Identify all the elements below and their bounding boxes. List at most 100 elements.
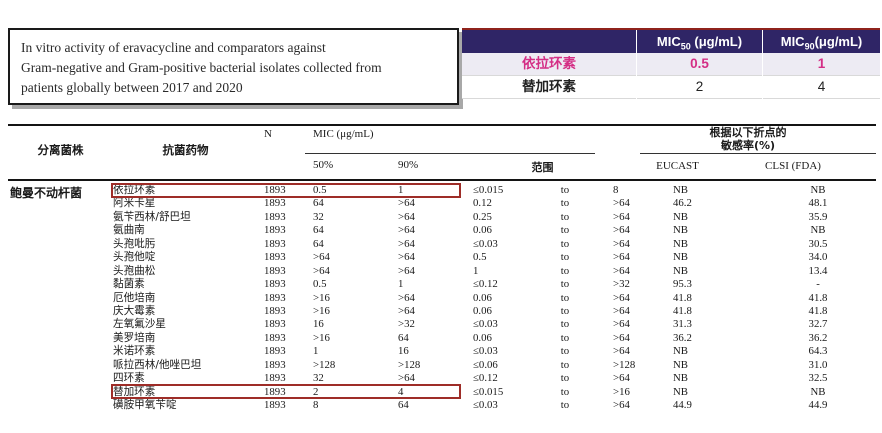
eucast-value: NB (673, 251, 688, 264)
summary-header-empty-cell (462, 30, 636, 53)
mic90-value: >64 (398, 237, 415, 250)
isolate-column-header: 分离菌株 (37, 143, 84, 157)
title-line-1: In vitro activity of eravacycline and co… (21, 40, 326, 55)
range-low-value: 0.06 (473, 331, 492, 344)
range-to: to (560, 251, 570, 264)
clsi-value: 32.5 (808, 372, 828, 385)
mic50-value: 1 (313, 345, 319, 358)
drug-name: 美罗培南 (113, 331, 156, 344)
range-to: to (560, 197, 570, 210)
range-low-value: 0.06 (473, 304, 492, 317)
n-value: 1893 (264, 318, 286, 331)
mic90-value: >64 (398, 251, 415, 264)
mic50-value: >16 (313, 291, 330, 304)
drug-name: 头孢曲松 (113, 264, 156, 277)
range-low-value: 1 (473, 264, 479, 277)
range-to: to (560, 399, 570, 411)
mic50-value: 64 (313, 224, 324, 237)
drug-name: 氨苄西林/舒巴坦 (113, 210, 191, 223)
mic90-value: 16 (398, 345, 409, 358)
mic90-value: >64 (398, 197, 415, 210)
eucast-value: NB (673, 358, 688, 371)
mic90-value: >64 (398, 224, 415, 237)
n-value: 1893 (264, 278, 286, 291)
range-high-value: >64 (613, 399, 630, 411)
range-high-value: >128 (613, 358, 636, 371)
range-to: to (560, 304, 570, 317)
table-row: 头孢吡肟 1893 64 >64 ≤0.03 to >64 NB 30.5 (8, 238, 876, 251)
mic50-subheader: 50% (313, 159, 334, 171)
mic50-value: 8 (313, 399, 319, 411)
drug-name: 替加环素 (462, 76, 636, 99)
clsi-value: NB (810, 224, 826, 237)
table-row: 厄他培南 1893 >16 >64 0.06 to >64 41.8 41.8 (8, 292, 876, 305)
summary-table: MIC50 (μg/mL) MIC90(μg/mL) 依拉环素 0.5 1 替加… (462, 28, 880, 99)
summary-row-tigecycline: 替加环素 2 4 (462, 76, 880, 99)
range-low-value: ≤0.03 (473, 345, 498, 358)
group-spacer (8, 305, 113, 318)
range-to: to (560, 237, 570, 250)
eucast-value: NB (673, 184, 688, 196)
mic-table-body: 鲍曼不动杆菌 依拉环素 1893 0.5 1 ≤0.015 to 8 NB NB… (8, 181, 876, 412)
group-spacer (8, 265, 113, 278)
drug-name: 依拉环素 (113, 184, 156, 196)
n-value: 1893 (264, 304, 286, 317)
clsi-value: 34.0 (808, 251, 828, 264)
table-row: 氨苄西林/舒巴坦 1893 32 >64 0.25 to >64 NB 35.9 (8, 211, 876, 224)
range-high-value: >64 (613, 224, 630, 237)
range-to: to (560, 385, 570, 398)
table-row: 依拉环素 1893 0.5 1 ≤0.015 to 8 NB NB (8, 184, 876, 197)
range-low-value: ≤0.12 (473, 372, 498, 385)
n-value: 1893 (264, 331, 286, 344)
mic-table-header: 分离菌株 抗菌药物 N MIC (μg/mL) 50% 90% 范围 根据以下折… (8, 124, 876, 181)
n-value: 1893 (264, 372, 286, 385)
n-column-header: N (264, 128, 272, 140)
mic50-value: 0.5 (313, 184, 327, 196)
range-to: to (560, 291, 570, 304)
group-spacer (8, 345, 113, 358)
eucast-subheader: EUCAST (656, 160, 699, 172)
eucast-value: NB (673, 224, 688, 237)
clsi-value: NB (810, 385, 826, 398)
range-to: to (560, 264, 570, 277)
range-to: to (560, 331, 570, 344)
eucast-value: NB (673, 345, 688, 358)
clsi-value: 41.8 (808, 304, 828, 317)
group-spacer (8, 292, 113, 305)
range-to: to (560, 345, 570, 358)
drug-name: 阿米卡星 (113, 197, 156, 210)
group-spacer (8, 386, 113, 399)
range-low-value: ≤0.015 (473, 385, 504, 398)
eucast-value: NB (673, 237, 688, 250)
mic90-subheader: 90% (398, 159, 419, 171)
table-row: 头孢他啶 1893 >64 >64 0.5 to >64 NB 34.0 (8, 251, 876, 264)
mic50-value: >16 (313, 304, 330, 317)
n-value: 1893 (264, 345, 286, 358)
mic50-value: >64 (313, 251, 330, 264)
clsi-subheader: CLSI (FDA) (765, 160, 821, 172)
drug-name: 氨曲南 (113, 224, 145, 237)
mic90-value: >64 (398, 210, 415, 223)
mic90-value: >64 (398, 372, 415, 385)
group-spacer (8, 211, 113, 224)
mic90-value: 1 (398, 184, 404, 196)
n-value: 1893 (264, 291, 286, 304)
table-row: 左氧氟沙星 1893 16 >32 ≤0.03 to >64 31.3 32.7 (8, 318, 876, 331)
table-row: 头孢曲松 1893 >64 >64 1 to >64 NB 13.4 (8, 265, 876, 278)
range-low-value: ≤0.12 (473, 278, 498, 291)
range-subheader: 范围 (531, 161, 554, 174)
mic90-value: 4 (398, 385, 404, 398)
range-high-value: >64 (613, 331, 630, 344)
table-row: 米诺环素 1893 1 16 ≤0.03 to >64 NB 64.3 (8, 345, 876, 358)
clsi-value: 44.9 (808, 399, 828, 411)
mic90-value: 4 (763, 76, 880, 99)
range-to: to (560, 358, 570, 371)
n-value: 1893 (264, 184, 286, 196)
n-value: 1893 (264, 358, 286, 371)
drug-name: 哌拉西林/他唑巴坦 (113, 358, 202, 371)
clsi-value: - (816, 278, 820, 291)
mic50-value: >64 (313, 264, 330, 277)
title-line-3: patients globally between 2017 and 2020 (21, 80, 243, 95)
range-high-value: 8 (613, 184, 619, 196)
